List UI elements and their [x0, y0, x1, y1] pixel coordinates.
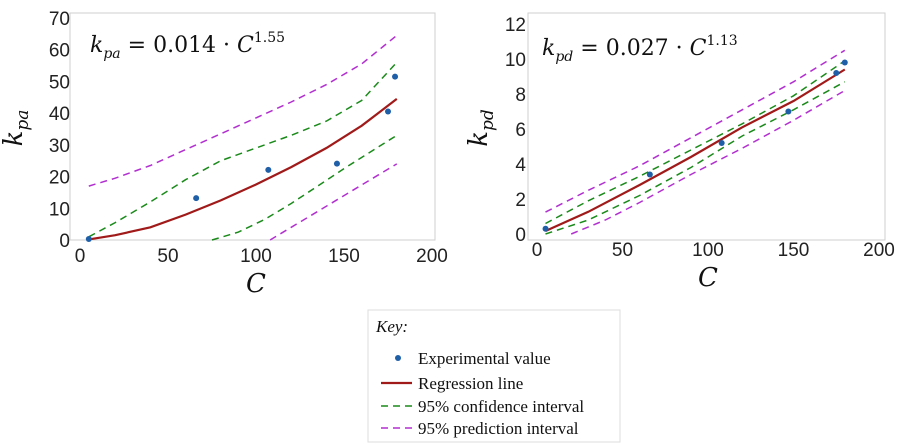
- y-tick-label: 0: [515, 225, 526, 246]
- series-regression: [88, 98, 398, 241]
- x-tick-label: 0: [532, 240, 543, 261]
- experimental-point: [385, 108, 391, 115]
- x-tick-label: 50: [157, 246, 178, 267]
- y-tick-label: 30: [49, 136, 70, 157]
- series-ci-lower: [211, 134, 398, 241]
- y-tick-label: 10: [505, 50, 526, 71]
- experimental-point: [392, 73, 399, 80]
- y-tick-label: 70: [49, 9, 70, 30]
- x-tick-label: 50: [612, 240, 633, 261]
- y-tick-label: 12: [505, 15, 526, 36]
- legend-label-regression: Regression line: [418, 374, 523, 393]
- x-axis-label: C: [246, 269, 266, 299]
- series-pi-lower: [269, 163, 398, 241]
- x-tick-label: 150: [778, 240, 810, 261]
- experimental-point: [193, 195, 200, 202]
- y-tick-label: 8: [515, 85, 526, 106]
- legend-label-prediction: 95% prediction interval: [418, 419, 579, 438]
- x-tick-label: 200: [416, 246, 448, 267]
- y-tick-label: 20: [49, 168, 70, 189]
- experimental-point: [265, 166, 272, 173]
- legend-label-experimental: Experimental value: [418, 349, 551, 368]
- y-tick-label: 50: [49, 72, 70, 93]
- legend-box: [367, 309, 621, 443]
- series-ci-upper: [545, 60, 846, 225]
- series-pi-upper: [545, 49, 846, 213]
- legend-marker-experimental: [395, 355, 401, 361]
- legend-label-confidence: 95% confidence interval: [418, 397, 584, 416]
- y-tick-label: 40: [49, 104, 70, 125]
- x-axis-label: C: [698, 263, 718, 293]
- regression-equation: kpa = 0.014 · C1.55: [90, 30, 285, 62]
- experimental-point: [333, 160, 340, 167]
- series-pi-upper: [88, 34, 398, 187]
- y-tick-label: 2: [515, 190, 526, 211]
- x-tick-label: 200: [863, 240, 895, 261]
- experimental-point: [785, 108, 792, 115]
- experimental-point: [85, 236, 92, 243]
- series-pi-lower: [570, 89, 846, 235]
- plot-frame: [527, 12, 886, 241]
- x-tick-label: 0: [75, 246, 86, 267]
- experimental-point: [841, 59, 848, 66]
- experimental-point: [833, 70, 840, 76]
- x-tick-label: 100: [240, 246, 272, 267]
- series-ci-lower: [545, 81, 846, 235]
- y-tick-label: 0: [59, 231, 70, 252]
- experimental-point: [718, 140, 725, 146]
- y-tick-label: 4: [515, 155, 526, 176]
- y-tick-label: 10: [49, 199, 70, 220]
- x-tick-label: 100: [692, 240, 724, 261]
- regression-equation: kpd = 0.027 · C1.13: [542, 33, 738, 65]
- series-ci-upper: [88, 61, 398, 238]
- legend: Key: Experimental value Regression line …: [367, 309, 621, 443]
- experimental-point: [646, 171, 653, 178]
- y-tick-label: 6: [515, 120, 526, 141]
- y-tick-label: 60: [49, 41, 70, 62]
- legend-title: Key:: [375, 317, 408, 336]
- y-axis-label: kpd: [464, 109, 498, 147]
- x-tick-label: 150: [328, 246, 360, 267]
- experimental-point: [542, 225, 549, 232]
- y-axis-label: kpa: [0, 110, 33, 147]
- plot-frame: [69, 12, 436, 241]
- series-regression: [545, 68, 846, 233]
